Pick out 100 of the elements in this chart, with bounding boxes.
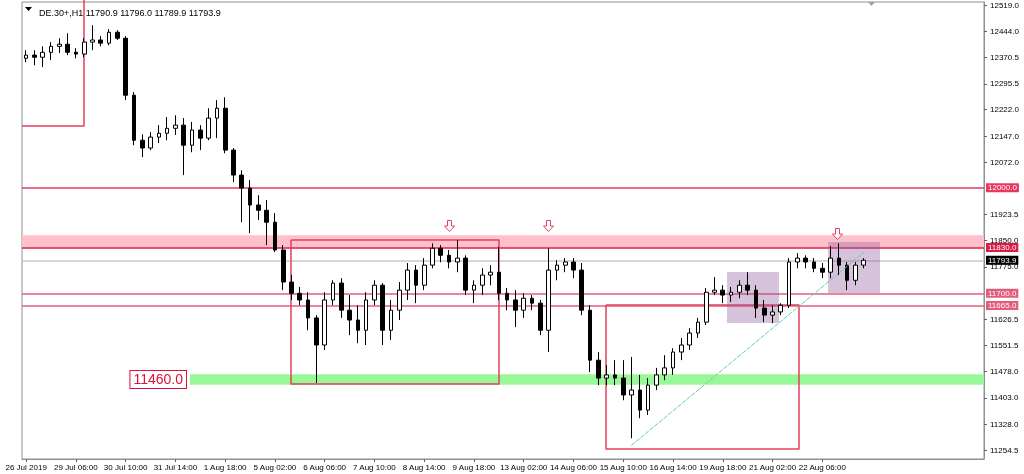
y-tick-label: 12519.0 <box>990 0 1020 10</box>
candlestick <box>206 107 211 141</box>
candlestick <box>239 169 244 223</box>
candlestick <box>372 279 377 306</box>
candlestick <box>65 32 70 56</box>
candlestick <box>397 281 402 321</box>
candlestick <box>107 28 111 46</box>
x-tick-label: 8 Aug 14:00 <box>402 462 447 472</box>
candlestick <box>803 254 808 269</box>
candlestick <box>98 35 103 47</box>
candlestick <box>198 124 203 151</box>
candlestick <box>148 131 153 151</box>
candlestick <box>430 242 435 269</box>
candlestick <box>497 246 501 301</box>
y-tick-label: 11254.5 <box>990 445 1019 455</box>
candlestick <box>638 374 642 419</box>
ref-line-label: 11665.0 <box>988 301 1017 311</box>
candlestick <box>157 124 161 144</box>
candlestick <box>264 199 269 246</box>
x-tick-label: 31 Jul 14:00 <box>153 462 198 472</box>
ref-line-label: 11793.9 <box>988 255 1017 265</box>
candlestick <box>861 257 866 269</box>
candlestick <box>845 261 849 291</box>
y-tick-label: 12295.5 <box>990 79 1020 89</box>
candlestick <box>24 49 28 63</box>
candlestick <box>422 257 427 291</box>
x-tick-label: 26 Jul 2019 <box>5 462 48 472</box>
x-tick-label: 22 Aug 06:00 <box>798 462 847 472</box>
x-tick-label: 21 Aug 02:00 <box>748 462 797 472</box>
candlestick <box>563 257 568 273</box>
candlestick <box>737 279 742 299</box>
x-tick-label: 7 Aug 10:00 <box>353 462 397 472</box>
candlestick <box>447 249 451 269</box>
y-tick-label: 11551.5 <box>990 341 1019 351</box>
candlestick <box>223 96 228 154</box>
candlestick <box>787 257 791 309</box>
candlestick <box>248 179 252 234</box>
candlestick <box>853 261 858 286</box>
x-tick-label: 9 Aug 18:00 <box>452 462 496 472</box>
candlestick <box>596 351 601 386</box>
candlestick <box>339 277 344 319</box>
y-tick-label: 12444.0 <box>990 27 1020 37</box>
y-tick-label: 12222.0 <box>990 105 1020 115</box>
ref-line-label: 12000.0 <box>988 183 1018 193</box>
x-tick-label: 16 Aug 14:00 <box>649 462 698 472</box>
y-tick-label: 12147.0 <box>990 131 1020 141</box>
candlestick <box>438 244 443 263</box>
candlestick <box>712 276 717 296</box>
candlestick <box>306 291 310 331</box>
candlestick <box>281 244 286 291</box>
y-tick-label: 12072.0 <box>990 157 1020 167</box>
candlestick <box>828 245 833 279</box>
candlestick <box>613 359 617 386</box>
candlestick <box>696 317 700 339</box>
candlestick <box>74 47 78 59</box>
candlestick <box>778 302 783 316</box>
candlestick <box>555 259 559 281</box>
candlestick <box>571 257 576 279</box>
candlestick <box>405 262 410 301</box>
x-tick-label: 30 Jul 10:00 <box>103 462 149 472</box>
x-tick-label: 19 Aug 18:00 <box>699 462 747 472</box>
ref-line-label: 11830.0 <box>988 243 1017 253</box>
candlestick <box>505 287 509 311</box>
y-tick-label: 11403.0 <box>990 393 1019 403</box>
y-tick-label: 11850.0 <box>990 236 1019 246</box>
candlestick <box>463 254 468 296</box>
y-tick-label: 11626.5 <box>990 314 1019 324</box>
candlestick <box>729 286 733 303</box>
candlestick <box>629 356 634 439</box>
candlestick <box>795 252 800 269</box>
candlestick <box>273 212 277 253</box>
candlestick <box>364 291 368 346</box>
candlestick <box>621 359 626 401</box>
candlestick <box>414 264 418 304</box>
candlestick <box>472 279 476 304</box>
candlestick <box>646 377 650 416</box>
candlestick <box>90 24 95 51</box>
candlestick <box>314 314 319 384</box>
candlestick <box>546 247 551 353</box>
candlestick <box>32 49 37 66</box>
y-tick-label: 12370.5 <box>990 52 1020 62</box>
candlestick <box>770 304 775 324</box>
y-tick-label: 11775.0 <box>990 262 1019 272</box>
text: DE.30+,H1 11790.9 11796.0 11789.9 11793.9 <box>39 7 221 18</box>
x-tick-label: 6 Aug 06:00 <box>303 462 347 472</box>
x-tick-label: 13 Aug 02:00 <box>500 462 548 472</box>
candlestick <box>654 367 659 391</box>
candlestick <box>331 279 335 306</box>
candlestick <box>837 242 841 276</box>
candlestick <box>215 99 219 139</box>
x-tick-label: 15 Aug 10:00 <box>599 462 648 472</box>
candlestick <box>190 121 194 153</box>
candlestick <box>530 294 534 311</box>
candlestick <box>256 194 261 221</box>
candlestick <box>297 286 302 306</box>
candlestick <box>745 271 750 296</box>
candlestick <box>762 299 767 323</box>
candlestick <box>57 37 62 54</box>
candlestick <box>322 291 327 351</box>
candlestick <box>820 262 825 279</box>
